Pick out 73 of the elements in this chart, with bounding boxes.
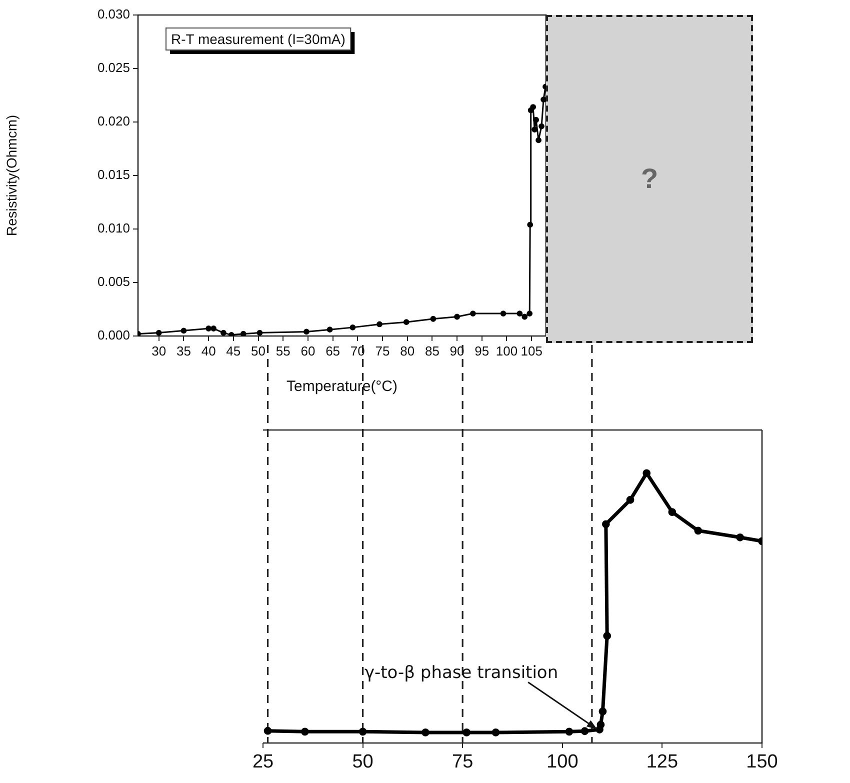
shaded-box: ? <box>546 15 753 343</box>
x-tick-label: 50 <box>251 343 266 358</box>
point <box>358 728 367 736</box>
point <box>602 520 610 528</box>
point <box>500 310 506 316</box>
point <box>304 328 310 335</box>
x-tick-label: 60 <box>300 343 316 358</box>
y-tick-label: 0.025 <box>97 60 130 76</box>
x-tick-label: 100 <box>546 752 578 773</box>
x-tick-label: 25 <box>252 752 274 773</box>
x-tick-label: 95 <box>474 343 490 358</box>
point <box>526 310 533 316</box>
y-tick-label: 0.005 <box>97 274 130 290</box>
point <box>376 321 382 328</box>
y-tick-label: 0.010 <box>97 220 130 236</box>
point <box>694 526 702 535</box>
point <box>422 728 430 736</box>
point <box>350 324 356 330</box>
point <box>264 726 272 735</box>
x-tick-label: 150 <box>746 752 778 773</box>
point <box>403 319 410 326</box>
x-tick-label: 75 <box>375 343 390 358</box>
point <box>210 326 216 332</box>
point <box>527 222 534 228</box>
x-tick-label: 100 <box>496 343 518 358</box>
point <box>220 330 226 336</box>
x-tick-label: 55 <box>276 343 290 358</box>
point <box>668 508 676 516</box>
point <box>522 314 528 320</box>
x-tick-label: 35 <box>176 343 191 358</box>
y-tick-label: 0.020 <box>97 114 130 129</box>
y-axis-title: Resistivity(Ohmcm) <box>3 114 20 236</box>
point <box>492 728 500 736</box>
point <box>533 116 540 123</box>
x-tick-label: 125 <box>646 752 678 773</box>
point <box>603 632 612 640</box>
point <box>516 310 523 316</box>
point <box>156 330 162 336</box>
x-tick-label: 65 <box>326 343 340 358</box>
x-tick-label: 45 <box>226 343 241 358</box>
point <box>256 330 263 336</box>
point <box>462 728 471 736</box>
x-tick-label: 85 <box>424 343 440 358</box>
point <box>430 316 436 322</box>
point <box>736 533 744 542</box>
annotation: γ-to-β phase transition <box>364 663 558 684</box>
y-tick-label: 0.030 <box>97 6 130 22</box>
point <box>454 314 460 320</box>
x-tick-label: 105 <box>520 343 542 358</box>
x-tick-label: 75 <box>452 752 474 773</box>
y-tick-label: 0.000 <box>97 328 130 343</box>
point <box>180 328 187 334</box>
y-tick-label: 0.015 <box>97 167 130 182</box>
point <box>536 137 542 144</box>
point <box>538 123 544 130</box>
point <box>642 469 651 478</box>
point <box>240 330 246 336</box>
x-tick-label: 50 <box>352 752 374 773</box>
point <box>540 96 546 102</box>
x-tick-label: 40 <box>201 343 216 358</box>
x-tick-label: 30 <box>152 343 166 358</box>
x-tick-label: 80 <box>400 343 415 358</box>
point <box>598 707 607 716</box>
annotation: R-T measurement (I=30mA) <box>171 30 346 47</box>
point <box>326 326 333 333</box>
point <box>530 104 536 110</box>
point <box>596 720 605 729</box>
point <box>470 310 476 316</box>
x-axis-title: Temperature(°C) <box>286 378 398 396</box>
point <box>300 728 309 736</box>
point <box>626 496 634 504</box>
point <box>565 728 574 736</box>
point <box>580 727 589 736</box>
